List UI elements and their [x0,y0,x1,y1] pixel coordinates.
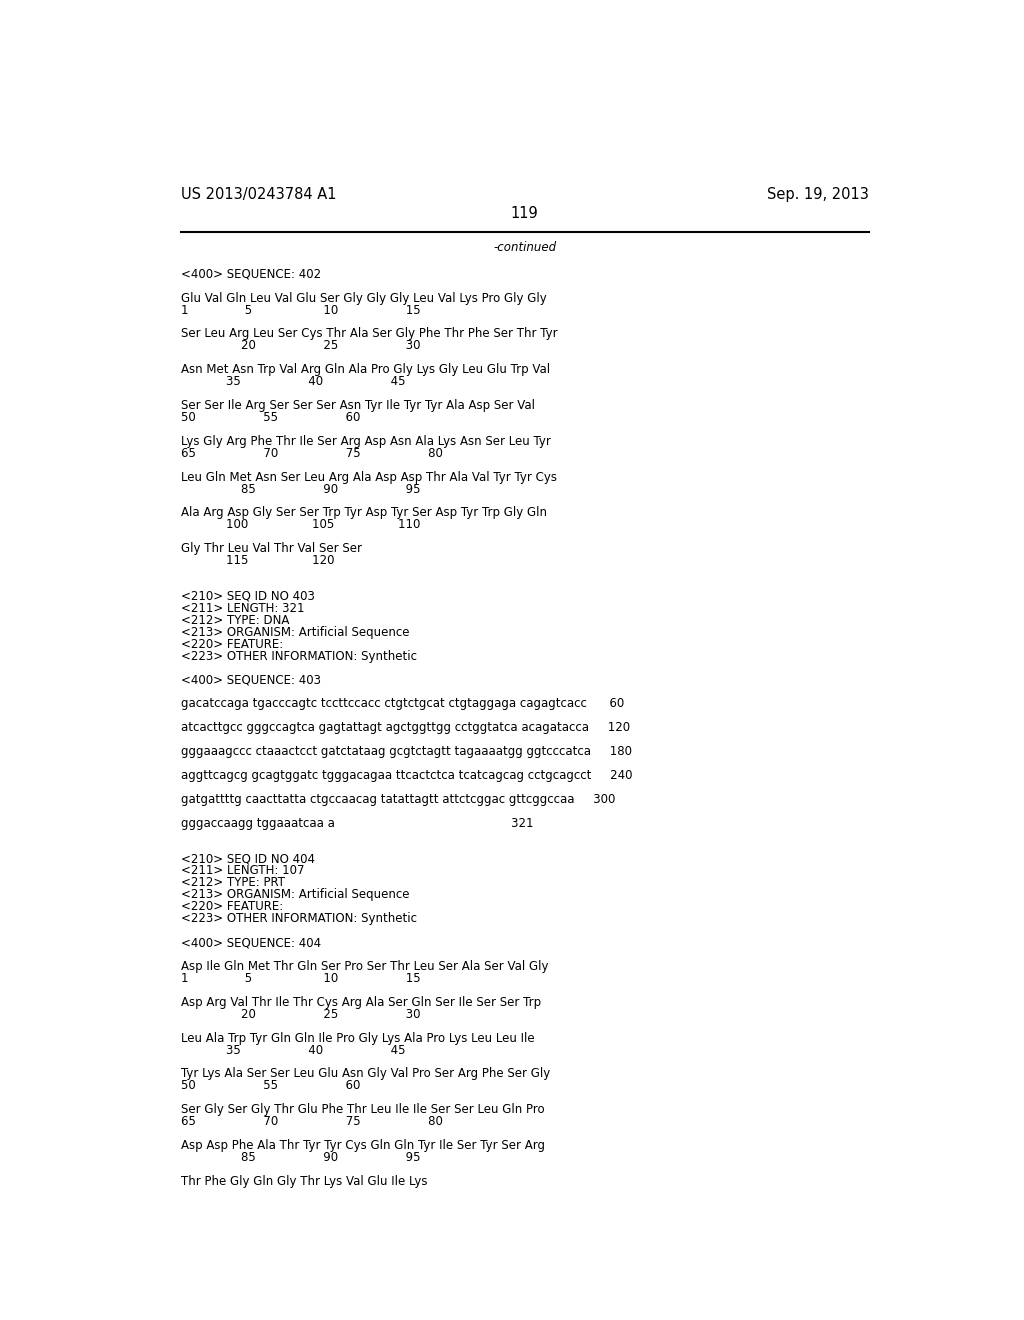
Text: Gly Thr Leu Val Thr Val Ser Ser: Gly Thr Leu Val Thr Val Ser Ser [180,543,361,556]
Text: Lys Gly Arg Phe Thr Ile Ser Arg Asp Asn Ala Lys Asn Ser Leu Tyr: Lys Gly Arg Phe Thr Ile Ser Arg Asp Asn … [180,434,551,447]
Text: Glu Val Gln Leu Val Glu Ser Gly Gly Gly Leu Val Lys Pro Gly Gly: Glu Val Gln Leu Val Glu Ser Gly Gly Gly … [180,292,547,305]
Text: 85                  90                  95: 85 90 95 [180,483,420,495]
Text: US 2013/0243784 A1: US 2013/0243784 A1 [180,187,336,202]
Text: 119: 119 [511,206,539,222]
Text: <212> TYPE: DNA: <212> TYPE: DNA [180,614,289,627]
Text: <400> SEQUENCE: 404: <400> SEQUENCE: 404 [180,936,321,949]
Text: Asp Asp Phe Ala Thr Tyr Tyr Cys Gln Gln Tyr Ile Ser Tyr Ser Arg: Asp Asp Phe Ala Thr Tyr Tyr Cys Gln Gln … [180,1139,545,1152]
Text: <223> OTHER INFORMATION: Synthetic: <223> OTHER INFORMATION: Synthetic [180,649,417,663]
Text: 115                 120: 115 120 [180,554,334,568]
Text: 1               5                   10                  15: 1 5 10 15 [180,972,420,985]
Text: <220> FEATURE:: <220> FEATURE: [180,638,283,651]
Text: Asn Met Asn Trp Val Arg Gln Ala Pro Gly Lys Gly Leu Glu Trp Val: Asn Met Asn Trp Val Arg Gln Ala Pro Gly … [180,363,550,376]
Text: 65                  70                  75                  80: 65 70 75 80 [180,446,442,459]
Text: <220> FEATURE:: <220> FEATURE: [180,900,283,913]
Text: 20                  25                  30: 20 25 30 [180,339,420,352]
Text: <211> LENGTH: 107: <211> LENGTH: 107 [180,865,304,878]
Text: Asp Arg Val Thr Ile Thr Cys Arg Ala Ser Gln Ser Ile Ser Ser Trp: Asp Arg Val Thr Ile Thr Cys Arg Ala Ser … [180,995,541,1008]
Text: atcacttgcc gggccagtca gagtattagt agctggttgg cctggtatca acagatacca     120: atcacttgcc gggccagtca gagtattagt agctggt… [180,721,630,734]
Text: Leu Ala Trp Tyr Gln Gln Ile Pro Gly Lys Ala Pro Lys Leu Leu Ile: Leu Ala Trp Tyr Gln Gln Ile Pro Gly Lys … [180,1032,535,1044]
Text: <400> SEQUENCE: 403: <400> SEQUENCE: 403 [180,673,321,686]
Text: 100                 105                 110: 100 105 110 [180,519,420,532]
Text: Thr Phe Gly Gln Gly Thr Lys Val Glu Ile Lys: Thr Phe Gly Gln Gly Thr Lys Val Glu Ile … [180,1175,427,1188]
Text: 35                  40                  45: 35 40 45 [180,375,406,388]
Text: <210> SEQ ID NO 403: <210> SEQ ID NO 403 [180,590,314,603]
Text: <400> SEQUENCE: 402: <400> SEQUENCE: 402 [180,268,321,281]
Text: 50                  55                  60: 50 55 60 [180,411,360,424]
Text: -continued: -continued [494,240,556,253]
Text: Asp Ile Gln Met Thr Gln Ser Pro Ser Thr Leu Ser Ala Ser Val Gly: Asp Ile Gln Met Thr Gln Ser Pro Ser Thr … [180,960,548,973]
Text: <211> LENGTH: 321: <211> LENGTH: 321 [180,602,304,615]
Text: <213> ORGANISM: Artificial Sequence: <213> ORGANISM: Artificial Sequence [180,888,410,902]
Text: <223> OTHER INFORMATION: Synthetic: <223> OTHER INFORMATION: Synthetic [180,912,417,925]
Text: aggttcagcg gcagtggatc tgggacagaa ttcactctca tcatcagcag cctgcagcct     240: aggttcagcg gcagtggatc tgggacagaa ttcactc… [180,770,632,781]
Text: Tyr Lys Ala Ser Ser Leu Glu Asn Gly Val Pro Ser Arg Phe Ser Gly: Tyr Lys Ala Ser Ser Leu Glu Asn Gly Val … [180,1068,550,1080]
Text: 1               5                   10                  15: 1 5 10 15 [180,304,420,317]
Text: gacatccaga tgacccagtc tccttccacc ctgtctgcat ctgtaggaga cagagtcacc      60: gacatccaga tgacccagtc tccttccacc ctgtctg… [180,697,624,710]
Text: gggaccaagg tggaaatcaa a                                               321: gggaccaagg tggaaatcaa a 321 [180,817,534,830]
Text: Ser Leu Arg Leu Ser Cys Thr Ala Ser Gly Phe Thr Phe Ser Thr Tyr: Ser Leu Arg Leu Ser Cys Thr Ala Ser Gly … [180,327,557,341]
Text: gatgattttg caacttatta ctgccaacag tatattagtt attctcggac gttcggccaa     300: gatgattttg caacttatta ctgccaacag tatatta… [180,793,615,807]
Text: 20                  25                  30: 20 25 30 [180,1007,420,1020]
Text: 50                  55                  60: 50 55 60 [180,1080,360,1093]
Text: 85                  90                  95: 85 90 95 [180,1151,420,1164]
Text: gggaaagccc ctaaactcct gatctataag gcgtctagtt tagaaaatgg ggtcccatca     180: gggaaagccc ctaaactcct gatctataag gcgtcta… [180,744,632,758]
Text: Ala Arg Asp Gly Ser Ser Trp Tyr Asp Tyr Ser Asp Tyr Trp Gly Gln: Ala Arg Asp Gly Ser Ser Trp Tyr Asp Tyr … [180,507,547,520]
Text: Ser Ser Ile Arg Ser Ser Ser Asn Tyr Ile Tyr Tyr Ala Asp Ser Val: Ser Ser Ile Arg Ser Ser Ser Asn Tyr Ile … [180,399,535,412]
Text: Leu Gln Met Asn Ser Leu Arg Ala Asp Asp Thr Ala Val Tyr Tyr Cys: Leu Gln Met Asn Ser Leu Arg Ala Asp Asp … [180,471,557,483]
Text: 35                  40                  45: 35 40 45 [180,1044,406,1056]
Text: Ser Gly Ser Gly Thr Glu Phe Thr Leu Ile Ile Ser Ser Leu Gln Pro: Ser Gly Ser Gly Thr Glu Phe Thr Leu Ile … [180,1104,545,1117]
Text: <213> ORGANISM: Artificial Sequence: <213> ORGANISM: Artificial Sequence [180,626,410,639]
Text: <212> TYPE: PRT: <212> TYPE: PRT [180,876,285,890]
Text: 65                  70                  75                  80: 65 70 75 80 [180,1115,442,1129]
Text: Sep. 19, 2013: Sep. 19, 2013 [767,187,869,202]
Text: <210> SEQ ID NO 404: <210> SEQ ID NO 404 [180,853,314,866]
